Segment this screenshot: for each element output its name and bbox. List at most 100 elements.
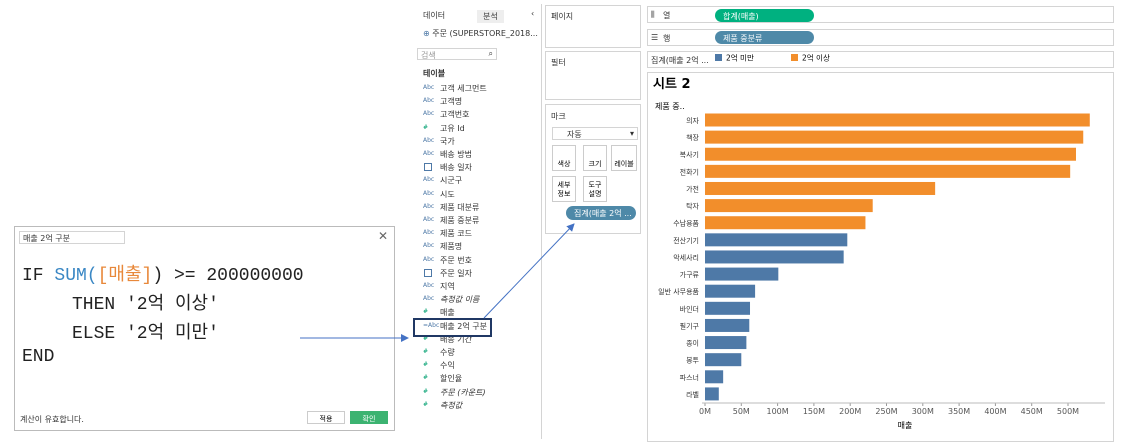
source-text: 주문 (SUPERSTORE_2018... [432, 29, 538, 38]
legend-swatch [715, 54, 722, 61]
columns-pill[interactable]: 합계(매출) [715, 9, 814, 22]
color-pill[interactable]: 집계(매출 2억 ... [566, 206, 636, 220]
y-tick-label: 전화기 [680, 167, 699, 176]
field-icon: Abc [423, 255, 435, 263]
y-tick-label: 가구류 [680, 270, 700, 279]
field-icon: Abc [423, 150, 435, 157]
y-tick-label: 종이 [686, 339, 699, 348]
detail-button[interactable]: 세부 정보 [552, 176, 576, 202]
code-line: END [22, 347, 55, 367]
bar [705, 233, 848, 247]
source[interactable]: ⊕ 주문 (SUPERSTORE_2018... [423, 29, 538, 38]
field-name: 국가 [440, 136, 455, 146]
code-line: IF SUM([매출]) >= 200000000 [22, 260, 304, 286]
mark-type-text: 자동 [567, 130, 582, 139]
field-icon: Abc [423, 229, 435, 237]
bar [705, 267, 779, 281]
y-tick-label: 탁자 [686, 202, 699, 211]
collapse-icon[interactable]: ‹ [531, 9, 535, 18]
x-tick-label: 0M [699, 407, 711, 416]
field-icon: # [423, 400, 429, 408]
code-token: [매출] [97, 266, 153, 286]
field-name: 배송 일자 [440, 163, 472, 173]
field-name: 시도 [440, 189, 455, 199]
name-text: 매출 2억 구분 [23, 234, 70, 243]
field-icon: Abc [423, 216, 435, 223]
field-name: 시군구 [440, 176, 463, 186]
rows-pill[interactable]: 제품 중분류 [715, 31, 814, 44]
name-field[interactable]: 매출 2억 구분 [19, 231, 125, 244]
code-token: ) >= 200000000 [152, 266, 304, 286]
field-name: 수량 [440, 348, 455, 357]
status: 계산이 유효합니다. [20, 415, 84, 424]
field-icon: Abc [423, 202, 435, 210]
field-icon: Abc [423, 84, 435, 91]
x-tick-label: 450M [1021, 407, 1043, 416]
tab[interactable]: 분석 [477, 10, 504, 23]
field-name: 지역 [440, 282, 455, 291]
mark-type[interactable]: 자동 ▾ [552, 127, 638, 140]
highlight-box [413, 318, 492, 337]
ok-button[interactable]: 확인 [350, 411, 388, 424]
card-title: 필터 [551, 58, 566, 67]
field-icon: # [423, 308, 429, 316]
pages-card: 페이지 [545, 5, 641, 48]
bar [705, 336, 747, 350]
bar [705, 353, 742, 367]
bar [705, 164, 1071, 178]
x-tick-label: 200M [839, 407, 861, 416]
y-tick-label: 일반 사무용품 [658, 287, 699, 296]
field-icon: # [423, 361, 429, 369]
bar [705, 284, 756, 298]
x-tick-label: 150M [803, 407, 825, 416]
y-tick-label: 가전 [686, 184, 699, 193]
sheet-title: 시트 2 [653, 77, 691, 92]
bar [705, 147, 1076, 161]
field-icon: Abc [423, 97, 435, 105]
bar [705, 301, 751, 315]
field-name: 주문 번호 [440, 255, 472, 265]
x-axis-title: 매출 [898, 420, 913, 430]
field-name: 측정값 [440, 400, 463, 410]
field-name: 고객번호 [440, 110, 470, 120]
field-name: 제품 대분류 [440, 202, 480, 212]
y-tick-label: 라벨 [686, 390, 699, 399]
apply-button[interactable]: 적용 [307, 411, 345, 424]
tab[interactable]: 데이터 [423, 11, 446, 20]
field-icon: Abc [423, 282, 435, 289]
bar [705, 113, 1090, 127]
field-icon: Abc [423, 295, 435, 303]
bar [705, 387, 719, 401]
field-icon: Abc [423, 242, 435, 250]
y-tick-label: 악세사리 [673, 253, 699, 262]
bar [705, 318, 750, 332]
color-button[interactable]: 색상 [552, 145, 576, 171]
close-icon[interactable]: ✕ [377, 229, 388, 243]
field-name: 제품 코드 [440, 229, 472, 239]
x-tick-label: 250M [875, 407, 897, 416]
field-icon: Abc [423, 136, 435, 144]
x-tick-label: 500M [1057, 407, 1079, 416]
search-text: 검색 [421, 51, 436, 60]
date-icon [424, 268, 432, 277]
label-button[interactable]: 레이블 [611, 145, 637, 171]
field-icon: # [423, 334, 429, 342]
legend-bar: 집계(매출 2억 ... [647, 51, 1114, 68]
size-button[interactable]: 크기 [583, 145, 607, 171]
y-tick-label: 책장 [686, 133, 699, 142]
field-name: 매출 2억 구분 [440, 321, 487, 331]
search-box[interactable]: 검색 ⌕ [417, 48, 497, 60]
calc-dialog: 매출 2억 구분 ✕ IF SUM([매출]) >= 200000000 THE… [14, 226, 395, 431]
bar [705, 370, 724, 384]
field-name: 배송 기간 [440, 334, 472, 344]
y-tick-label: 바인더 [680, 304, 699, 313]
field-name: 수익 [440, 361, 455, 371]
bar [705, 250, 844, 264]
row-header: 제품 중.. [655, 102, 685, 111]
field-icon: # [423, 123, 429, 131]
field-name: 배송 방법 [440, 150, 472, 159]
field-icon: # [423, 387, 429, 395]
tooltip-button[interactable]: 도구 설명 [583, 176, 607, 202]
field-name: 고유 Id [440, 123, 465, 133]
